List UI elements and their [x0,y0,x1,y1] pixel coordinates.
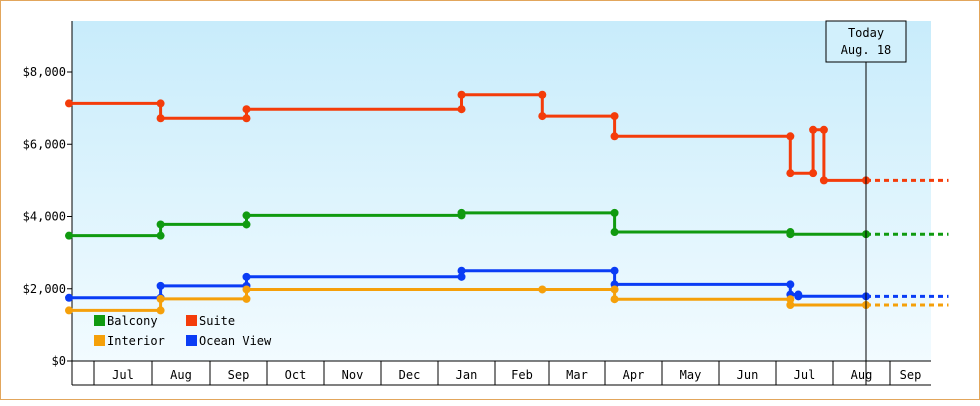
y-tick-label: $6,000 [23,137,66,151]
x-month-label: Jul [794,368,816,382]
legend-swatch [186,315,197,326]
data-point [242,220,251,229]
series-balcony [65,208,949,240]
data-point [610,285,619,294]
x-month-label: Apr [623,368,645,382]
data-point [610,266,619,275]
series-suite [65,90,949,185]
today-box [825,20,907,63]
data-point [156,99,165,108]
data-point [156,114,165,123]
data-point [457,90,466,99]
data-point [65,293,73,302]
data-point [156,306,165,315]
data-point [610,112,619,121]
legend-label: Ocean View [199,334,272,348]
x-month-label: Sep [228,368,250,382]
data-point [610,132,619,141]
data-point [65,306,73,315]
data-point [809,169,818,178]
x-month-label: Aug [170,368,192,382]
y-tick-label: $4,000 [23,210,66,224]
data-point [610,208,619,217]
data-point [610,295,619,304]
data-point [457,208,466,217]
legend-swatch [94,315,105,326]
x-month-label: Aug [851,368,873,382]
data-point [786,295,795,304]
legend-item: Ocean View [186,334,272,348]
data-point [786,301,795,310]
x-month-label: May [680,368,702,382]
x-month-label: Sep [900,368,922,382]
legend-item: Interior [94,334,165,348]
series-interior [65,285,949,315]
legend-swatch [94,335,105,346]
legend-label: Suite [199,314,235,328]
data-point [457,272,466,281]
data-point [242,285,251,294]
y-tick-label: $2,000 [23,282,66,296]
legend-label: Balcony [107,314,158,328]
data-point [786,132,795,141]
today-label: Today [848,26,884,40]
today-date: Aug. 18 [841,43,892,57]
plot-background [72,21,931,361]
y-tick-label: $8,000 [23,65,66,79]
data-point [242,211,251,220]
data-point [786,169,795,178]
data-point [457,266,466,275]
data-point [610,228,619,237]
data-point [794,292,803,301]
x-month-label: Jan [456,368,478,382]
data-point [809,125,818,134]
data-point [156,294,165,303]
x-month-label: Mar [566,368,588,382]
data-point [538,112,547,121]
data-point [538,285,547,294]
x-month-label: Nov [342,368,364,382]
x-month-label: Feb [511,368,533,382]
legend-swatch [186,335,197,346]
data-point [156,231,165,240]
legend-item: Suite [186,314,235,328]
data-point [786,280,795,289]
data-point [242,294,251,303]
data-point [156,281,165,290]
data-point [457,105,466,114]
data-point [819,176,828,185]
data-point [242,272,251,281]
legend-item: Balcony [94,314,158,328]
data-point [65,99,73,108]
data-point [65,231,73,240]
x-month-label: Oct [285,368,307,382]
data-point [538,90,547,99]
data-point [819,125,828,134]
data-point [242,105,251,114]
data-point [156,220,165,229]
x-month-label: Dec [399,368,421,382]
data-point [242,114,251,123]
data-point [786,230,795,239]
x-month-label: Jul [112,368,134,382]
x-month-label: Jun [737,368,759,382]
legend-label: Interior [107,334,165,348]
y-tick-label: $0 [52,354,66,368]
